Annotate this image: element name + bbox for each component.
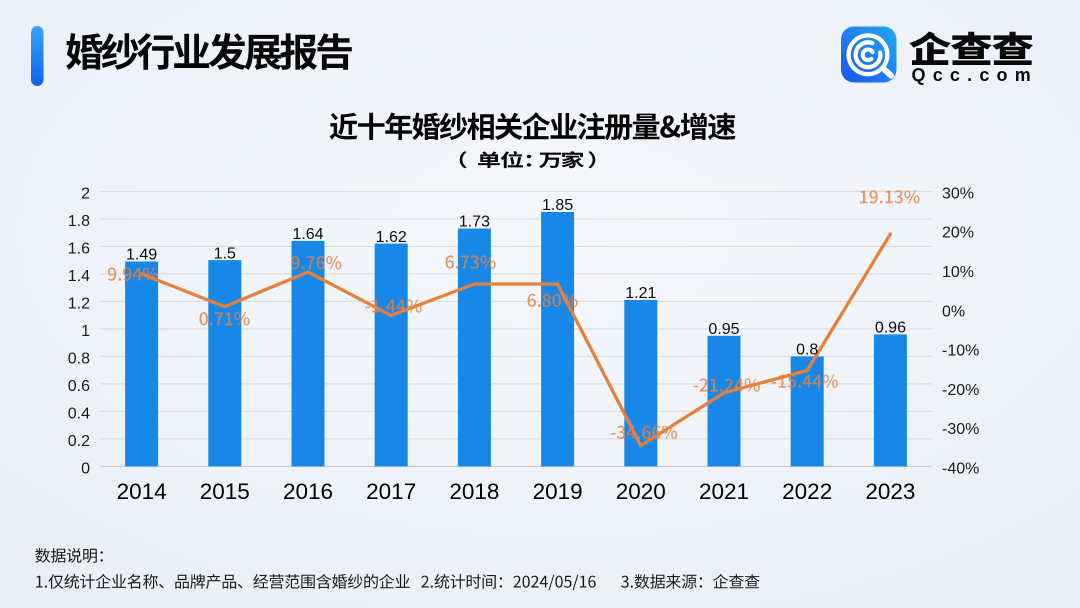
svg-text:-20%: -20% [942,382,979,399]
svg-text:2021: 2021 [699,479,749,504]
svg-text:1.8: 1.8 [68,213,90,230]
svg-text:2016: 2016 [283,479,333,504]
svg-text:20%: 20% [942,225,974,242]
svg-text:1.2: 1.2 [68,295,90,312]
svg-text:2014: 2014 [117,479,167,504]
svg-text:0.4: 0.4 [68,405,90,422]
svg-text:1.21: 1.21 [625,285,656,302]
svg-text:30%: 30% [942,185,974,202]
svg-text:1.85: 1.85 [542,197,573,214]
svg-text:0.95: 0.95 [708,321,739,338]
svg-text:0.6: 0.6 [68,378,90,395]
svg-text:0.96: 0.96 [875,320,906,337]
svg-text:0: 0 [81,460,90,477]
svg-text:2: 2 [81,185,90,202]
svg-text:-10%: -10% [942,343,979,360]
svg-text:2017: 2017 [366,479,416,504]
svg-text:-30%: -30% [942,421,979,438]
svg-text:1: 1 [81,323,90,340]
svg-text:0.8: 0.8 [68,350,90,367]
svg-text:1.64: 1.64 [292,226,323,243]
svg-text:-40%: -40% [942,460,979,477]
svg-text:Qcc.com: Qcc.com [912,65,1038,85]
svg-text:1.49: 1.49 [126,247,157,264]
svg-text:1.62: 1.62 [376,229,407,246]
svg-text:1.4: 1.4 [68,268,90,285]
svg-text:2020: 2020 [616,479,666,504]
svg-text:2022: 2022 [782,479,832,504]
svg-text:2019: 2019 [533,479,583,504]
svg-text:0.2: 0.2 [68,433,90,450]
svg-text:2018: 2018 [449,479,499,504]
svg-text:1.73: 1.73 [459,214,490,231]
svg-text:2015: 2015 [200,479,250,504]
svg-text:10%: 10% [942,264,974,281]
svg-text:2023: 2023 [865,479,915,504]
svg-text:0.8: 0.8 [796,342,818,359]
svg-text:1.6: 1.6 [68,240,90,257]
svg-text:0%: 0% [942,303,965,320]
svg-text:1.5: 1.5 [214,245,236,262]
